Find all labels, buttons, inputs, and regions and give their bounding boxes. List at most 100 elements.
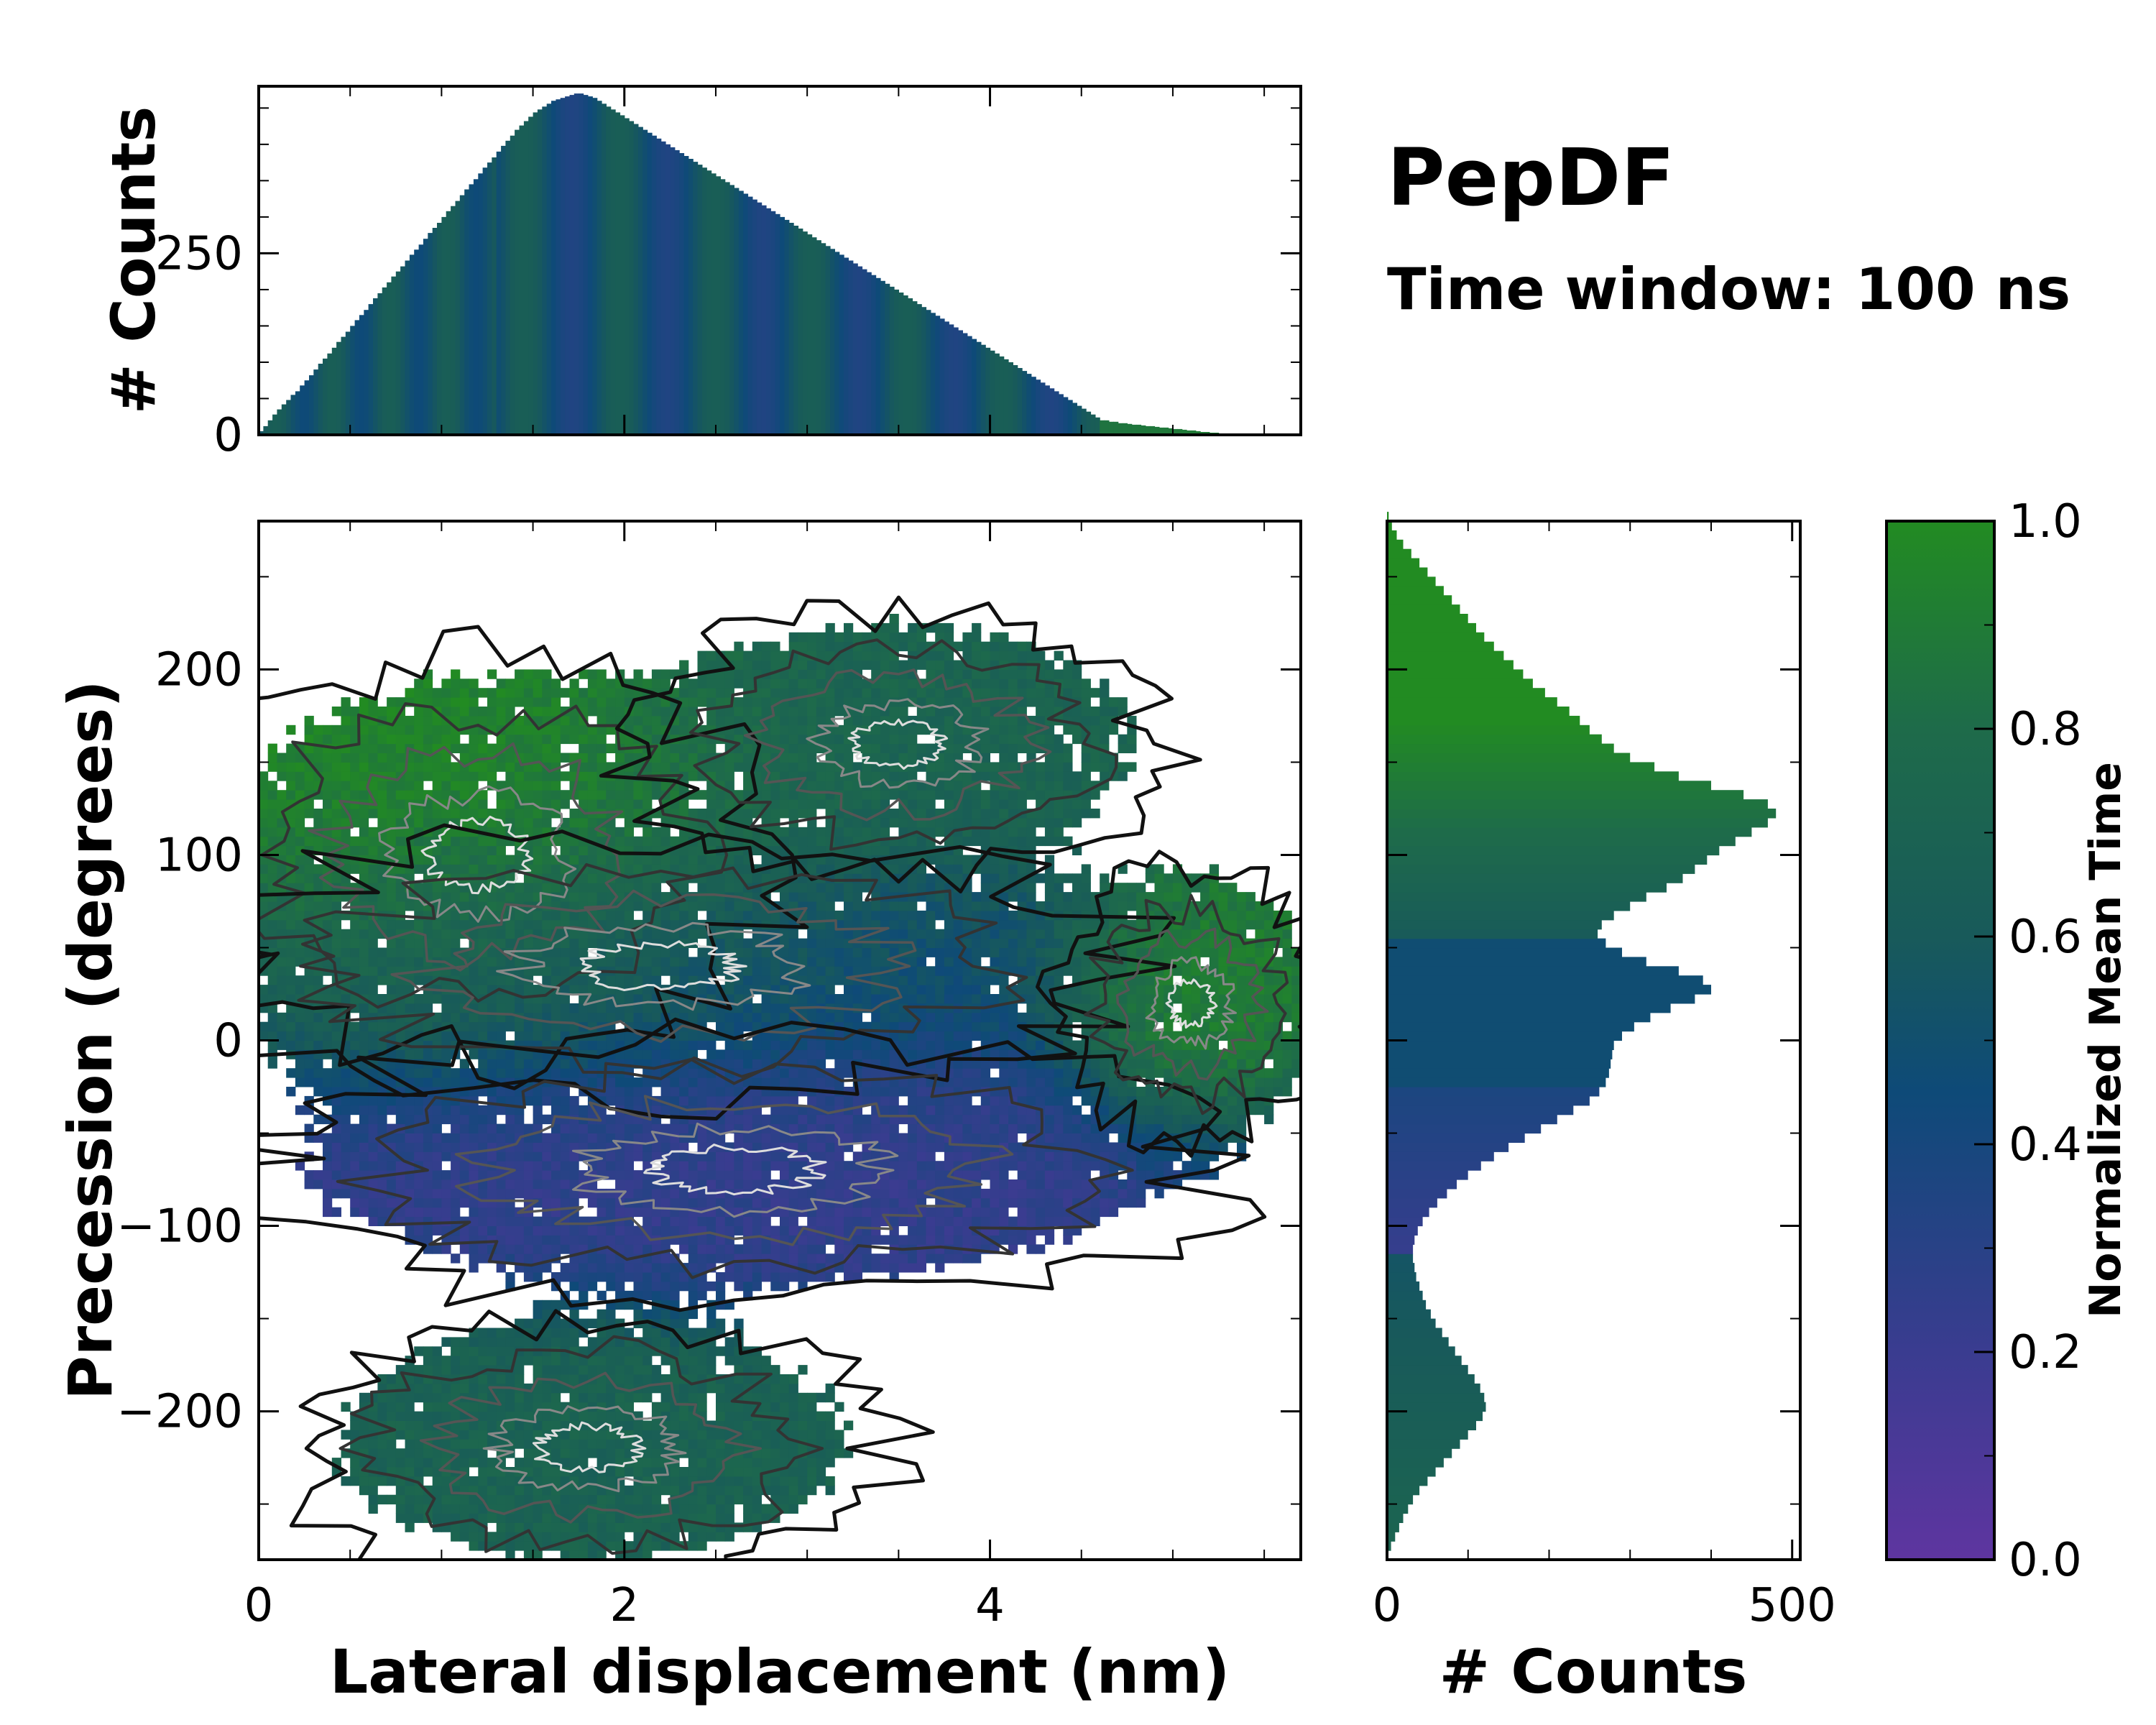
heatmap-cell [706, 1494, 717, 1505]
heatmap-cell [569, 1328, 579, 1338]
heatmap-cell [496, 1225, 506, 1236]
heatmap-cell [670, 1504, 680, 1514]
heatmap-cell [359, 836, 369, 847]
heatmap-cell [780, 1272, 790, 1282]
heatmap-cell [670, 1095, 680, 1106]
heatmap-cell [368, 1161, 378, 1171]
heatmap-cell [487, 1133, 497, 1143]
heatmap-cell [350, 724, 360, 735]
heatmap-cell [341, 957, 351, 967]
top-hist-bar [802, 231, 808, 435]
heatmap-cell [615, 929, 625, 939]
heatmap-cell [441, 1402, 451, 1412]
heatmap-cell [724, 715, 734, 726]
heatmap-cell [533, 1430, 543, 1440]
heatmap-cell [761, 1458, 771, 1468]
heatmap-cell [716, 910, 726, 921]
heatmap-cell [615, 1522, 625, 1532]
heatmap-cell [697, 1467, 707, 1477]
heatmap-cell [496, 1374, 506, 1384]
heatmap-cell [323, 1031, 333, 1041]
heatmap-cell [331, 1040, 341, 1050]
heatmap-cell [569, 1504, 579, 1514]
heatmap-cell [313, 1068, 323, 1078]
heatmap-cell [569, 762, 579, 772]
heatmap-cell [633, 1365, 643, 1375]
heatmap-cell [387, 799, 397, 809]
heatmap-cell [624, 1439, 634, 1449]
heatmap-cell [469, 892, 479, 902]
heatmap-cell [788, 1254, 798, 1264]
heatmap-cell [459, 1059, 469, 1069]
heatmap-cell [743, 753, 753, 763]
heatmap-cell [615, 1151, 625, 1162]
top-hist-bar [706, 170, 712, 435]
heatmap-cell [487, 1458, 497, 1468]
heatmap-cell [451, 1123, 461, 1133]
heatmap-cell [377, 975, 387, 985]
heatmap-cell [304, 975, 314, 985]
heatmap-cell [679, 1309, 689, 1320]
heatmap-cell [432, 724, 442, 735]
heatmap-cell [743, 743, 753, 753]
heatmap-cell [706, 985, 717, 995]
heatmap-cell [295, 1012, 305, 1023]
heatmap-cell [515, 1374, 525, 1384]
heatmap-cell [478, 1458, 488, 1468]
heatmap-cell [359, 929, 369, 939]
heatmap-cell [515, 1420, 525, 1430]
heatmap-cell [478, 845, 488, 855]
heatmap-cell [788, 1476, 798, 1486]
heatmap-cell [441, 1179, 451, 1190]
heatmap-cell [359, 743, 369, 753]
heatmap-cell [331, 929, 341, 939]
heatmap-cell [496, 929, 506, 939]
heatmap-cell [716, 1383, 726, 1394]
heatmap-cell [496, 1328, 506, 1338]
heatmap-cell [377, 1494, 387, 1505]
heatmap-cell [587, 734, 598, 745]
heatmap-cell [596, 743, 607, 753]
heatmap-cell [780, 1216, 790, 1226]
heatmap-cell [743, 650, 753, 661]
heatmap-cell [542, 1513, 552, 1523]
top-hist-bar [1044, 385, 1050, 435]
heatmap-cell [359, 1133, 369, 1143]
heatmap-cell [505, 1420, 515, 1430]
heatmap-cell [743, 1161, 753, 1171]
heatmap-cell [267, 985, 277, 995]
heatmap-cell [633, 864, 643, 874]
heatmap-cell [533, 1031, 543, 1041]
heatmap-cell [743, 1095, 753, 1106]
heatmap-cell [780, 1151, 790, 1162]
heatmap-cell [624, 1430, 634, 1440]
heatmap-cell [807, 1188, 817, 1199]
heatmap-cell [579, 1263, 589, 1273]
heatmap-cell [798, 1411, 808, 1421]
heatmap-cell [496, 1411, 506, 1421]
heatmap-cell [560, 1105, 570, 1116]
heatmap-cell [505, 1197, 515, 1208]
heatmap-cell [478, 1402, 488, 1412]
heatmap-cell [387, 975, 397, 985]
heatmap-cell [350, 771, 360, 781]
heatmap-cell [734, 762, 744, 772]
heatmap-cell [807, 1179, 817, 1190]
heatmap-cell [716, 1402, 726, 1412]
heatmap-cell [323, 753, 333, 763]
heatmap-cell [395, 1161, 405, 1171]
heatmap-cell [624, 1300, 634, 1310]
heatmap-cell [780, 1114, 790, 1125]
heatmap-cell [606, 1281, 616, 1292]
heatmap-cell [780, 892, 790, 902]
heatmap-cell [770, 910, 780, 921]
heatmap-cell [533, 1161, 543, 1171]
heatmap-cell [478, 688, 488, 698]
heatmap-cell [387, 1411, 397, 1421]
heatmap-cell [670, 1216, 680, 1226]
heatmap-cell [660, 669, 671, 679]
top-hist-bar [556, 99, 561, 435]
heatmap-cell [651, 1049, 662, 1059]
heatmap-cell [377, 994, 387, 1004]
